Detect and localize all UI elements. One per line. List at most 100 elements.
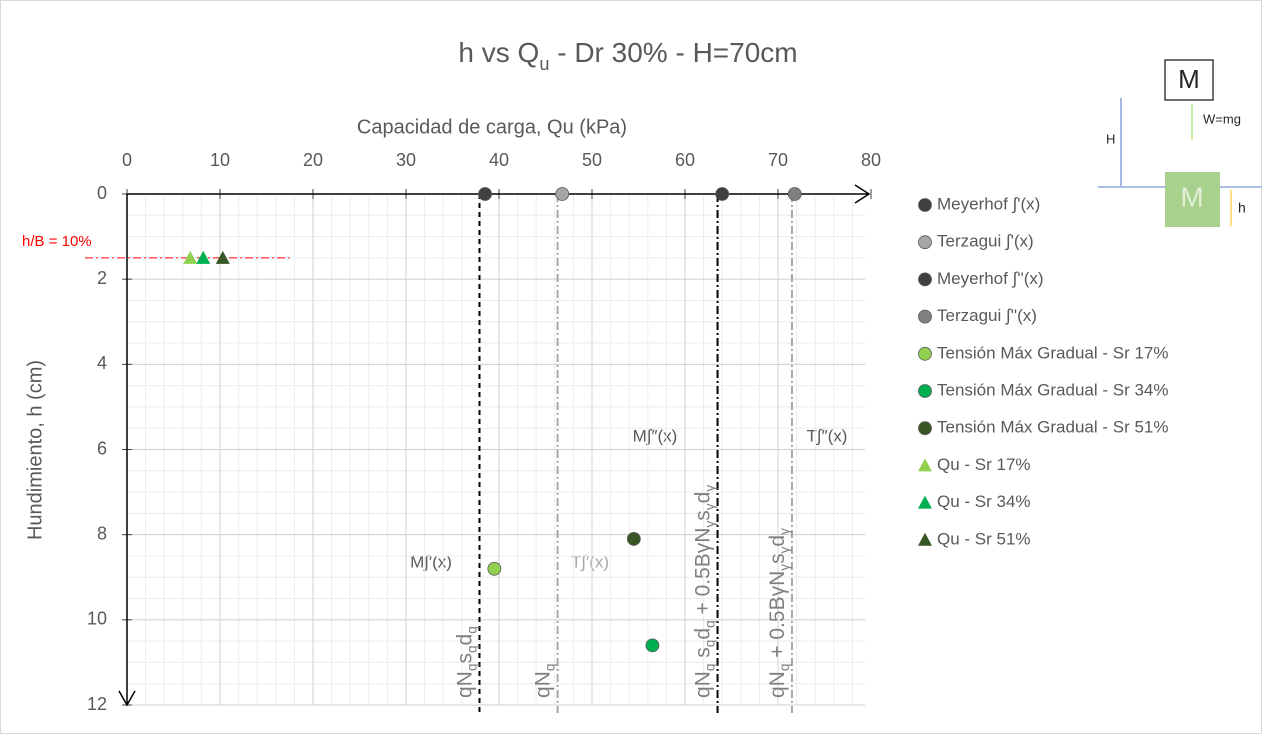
annotation: T∫″(x) bbox=[807, 426, 848, 445]
text-piece: d bbox=[453, 634, 476, 646]
point bbox=[645, 638, 660, 653]
text-piece: d bbox=[691, 628, 714, 640]
text-piece: q bbox=[703, 620, 718, 628]
text-piece: q bbox=[465, 664, 480, 672]
y-tick-label: 12 bbox=[87, 694, 107, 714]
text-piece: γ bbox=[777, 546, 792, 553]
x-axis bbox=[127, 184, 871, 204]
legend-label: Meyerhof ∫'(x) bbox=[937, 194, 1040, 213]
point bbox=[787, 187, 802, 201]
legend-marker bbox=[918, 384, 932, 398]
triangle-marker bbox=[196, 250, 211, 264]
text-piece: s bbox=[453, 653, 476, 664]
sunk-mass bbox=[1165, 172, 1220, 227]
diagram: M W=mg H M h bbox=[1098, 59, 1262, 227]
x-tick-label: 80 bbox=[861, 150, 881, 170]
mass-box bbox=[1164, 59, 1214, 101]
legend-marker bbox=[918, 235, 932, 250]
legend-label: Qu - Sr 34% bbox=[937, 492, 1031, 511]
annotation: M∫″(x) bbox=[633, 426, 678, 445]
text-piece: q bbox=[543, 664, 558, 672]
text-piece: q bbox=[703, 640, 718, 648]
legend-marker bbox=[918, 458, 932, 472]
sunk-mass-label: M bbox=[1180, 181, 1203, 212]
x-tick-label: 0 bbox=[122, 150, 132, 170]
text-piece: qN bbox=[765, 671, 788, 698]
text-piece: qN bbox=[531, 671, 554, 698]
text-piece: γ bbox=[777, 564, 792, 571]
legend-marker bbox=[918, 346, 932, 361]
annotation: T∫′(x) bbox=[571, 552, 609, 571]
x-tick-label: 40 bbox=[489, 150, 509, 170]
y-axis bbox=[118, 194, 136, 707]
y-tick-label: 6 bbox=[97, 438, 107, 458]
text-piece: + 0.5BγN bbox=[765, 571, 788, 664]
legend-marker bbox=[918, 421, 932, 436]
legend-label: Qu - Sr 17% bbox=[937, 455, 1031, 474]
point bbox=[715, 187, 730, 201]
x-tick-label: 10 bbox=[210, 150, 230, 170]
point bbox=[626, 532, 641, 546]
text-piece: s bbox=[691, 510, 714, 521]
legend-label: Terzagui ∫''(x) bbox=[937, 306, 1037, 325]
point bbox=[487, 561, 502, 576]
legend-label: Tensión Máx Gradual - Sr 17% bbox=[937, 343, 1169, 362]
x-tick-label: 20 bbox=[303, 150, 323, 170]
x-tick-label: 70 bbox=[768, 150, 788, 170]
text-piece: u bbox=[539, 54, 549, 74]
text-piece: d bbox=[765, 535, 788, 547]
text-piece: γ bbox=[777, 528, 792, 535]
legend-marker bbox=[918, 198, 932, 212]
text-piece: q bbox=[465, 645, 480, 653]
text-piece: q bbox=[703, 664, 718, 672]
height-label: H bbox=[1106, 131, 1115, 146]
y-tick-label: 10 bbox=[87, 609, 107, 629]
text-piece: q bbox=[465, 626, 480, 634]
triangle-marker bbox=[183, 250, 198, 264]
reference-label: qNq bbox=[531, 664, 558, 698]
legend-label: Meyerhof ∫''(x) bbox=[937, 269, 1044, 288]
sink-label: h bbox=[1238, 200, 1246, 216]
x-tick-label: 60 bbox=[675, 150, 695, 170]
text-piece: γ bbox=[703, 485, 718, 492]
triangle-marker bbox=[215, 250, 230, 264]
annotation: M∫′(x) bbox=[410, 552, 452, 571]
text-piece: q bbox=[777, 664, 792, 672]
text-piece: qN bbox=[691, 671, 714, 698]
legend-marker bbox=[918, 309, 932, 324]
x-tick-label: 30 bbox=[396, 150, 416, 170]
text-piece: s bbox=[765, 553, 788, 564]
text-piece: - Dr 30% - H=70cm bbox=[549, 37, 797, 68]
text-piece: γ bbox=[703, 503, 718, 510]
reference-label: qNq + 0.5BγNγsγdγ bbox=[765, 528, 792, 698]
text-piece: qN bbox=[453, 671, 476, 698]
legend-label: Tensión Máx Gradual - Sr 34% bbox=[937, 380, 1169, 399]
legend-label: Qu - Sr 51% bbox=[937, 529, 1031, 548]
text-piece: d bbox=[691, 492, 714, 504]
y-tick-label: 0 bbox=[97, 183, 107, 203]
text-piece: γ bbox=[703, 521, 718, 528]
text-piece: h vs Q bbox=[458, 37, 539, 68]
legend-marker bbox=[918, 495, 932, 509]
x-axis-label: Capacidad de carga, Qu (kPa) bbox=[357, 116, 627, 138]
y-tick-label: 8 bbox=[97, 523, 107, 543]
text-piece: s bbox=[691, 647, 714, 663]
x-tick-label: 50 bbox=[582, 150, 602, 170]
legend-marker bbox=[918, 272, 932, 287]
point bbox=[478, 187, 492, 201]
text-piece: + 0.5BγN bbox=[691, 528, 714, 621]
legend-label: Tensión Máx Gradual - Sr 51% bbox=[937, 418, 1169, 437]
weight-label: W=mg bbox=[1203, 111, 1241, 126]
y-axis-label: Hundimiento, h (cm) bbox=[24, 360, 46, 540]
reference-label: qNqsqdq bbox=[453, 626, 480, 698]
point bbox=[555, 187, 570, 201]
mass-label: M bbox=[1178, 64, 1200, 94]
reference-label: qNq sqdq + 0.5BγNγsγdγ bbox=[691, 485, 718, 698]
legend-label: Terzagui ∫'(x) bbox=[937, 232, 1034, 251]
y-tick-label: 2 bbox=[97, 268, 107, 288]
legend-marker bbox=[918, 532, 932, 546]
y-tick-label: 4 bbox=[97, 353, 107, 373]
chart-title: h vs Qu - Dr 30% - H=70cm bbox=[458, 37, 797, 73]
